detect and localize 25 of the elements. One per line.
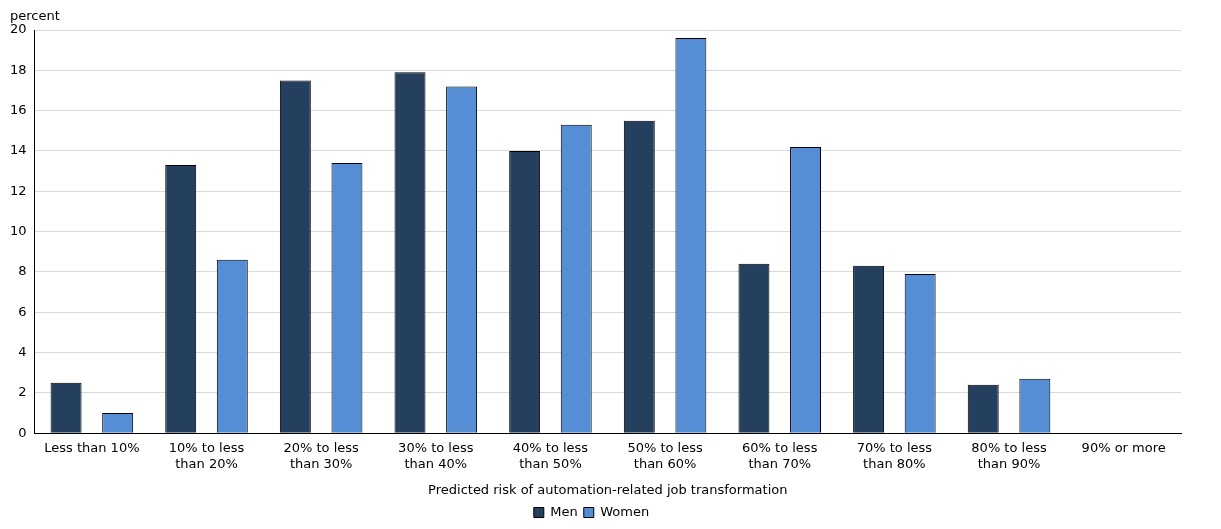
y-tick-label: 4 [18, 343, 27, 359]
legend-label: Men [550, 503, 578, 519]
x-tick-label: 60% to less than 70% [742, 440, 818, 471]
x-tick-label: 10% to less than 20% [168, 440, 245, 471]
y-tick-label: 18 [10, 61, 27, 77]
legend-label: Women [600, 503, 650, 519]
x-tick-label: 30% to less than 40% [398, 440, 474, 471]
y-tick-label: 12 [10, 182, 27, 198]
y-tick-label: 16 [10, 102, 27, 118]
x-tick-label: 40% to less than 50% [512, 440, 589, 471]
x-tick-label: 70% to less than 80% [856, 440, 933, 471]
y-tick-label: 14 [10, 142, 27, 158]
x-tick-label: 80% to less than 90% [971, 440, 1047, 471]
x-tick-label: 20% to less than 30% [283, 440, 360, 471]
y-tick-label: 2 [18, 384, 27, 400]
x-axis-title: Predicted risk of automation-related job transformation [428, 481, 788, 497]
y-tick-label: 10 [10, 222, 27, 238]
y-tick-label: 6 [18, 303, 27, 319]
x-tick-label: 90% or more [1081, 440, 1166, 456]
y-axis-title: percent [10, 8, 60, 23]
x-tick-label: 50% to less than 60% [627, 440, 703, 471]
y-tick-label: 0 [18, 424, 27, 440]
y-tick-label: 20 [10, 21, 27, 37]
x-tick-label: Less than 10% [44, 440, 140, 456]
y-tick-label: 8 [18, 263, 27, 279]
